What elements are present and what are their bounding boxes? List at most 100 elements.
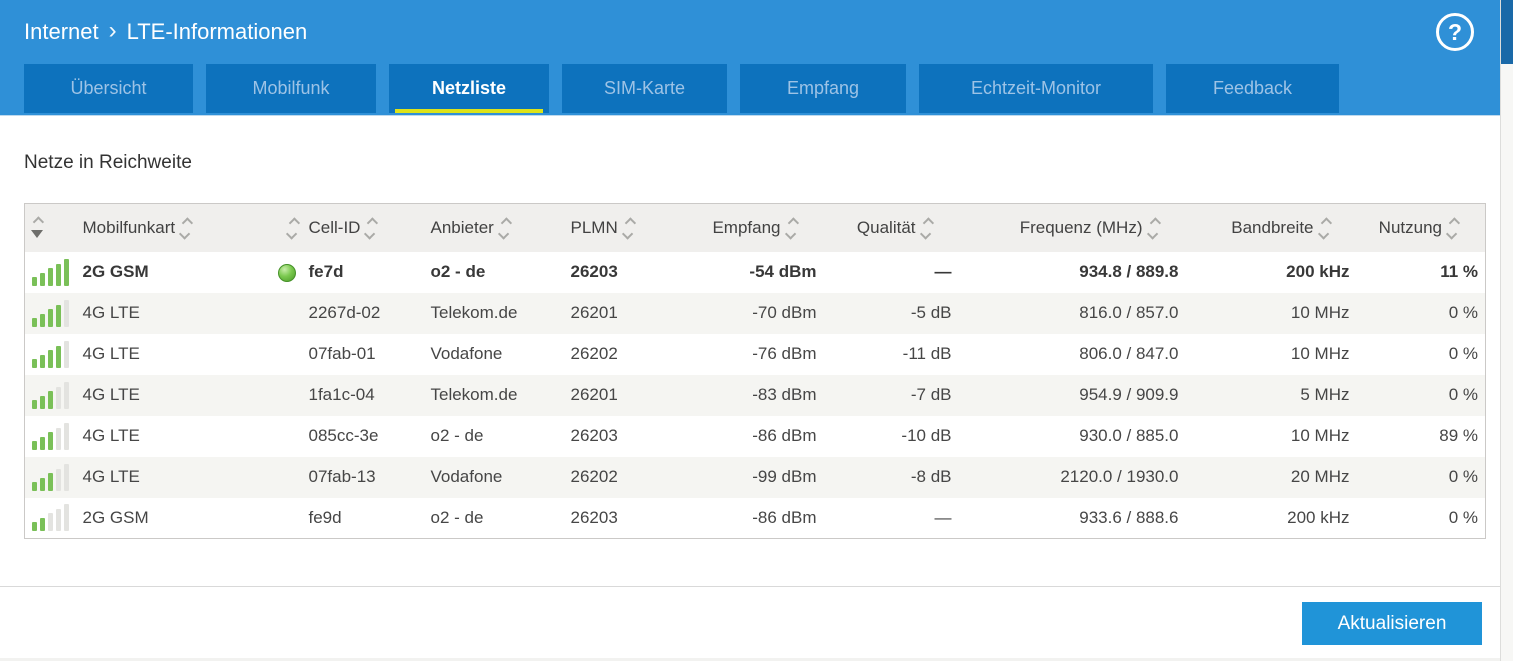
sort-control[interactable] xyxy=(364,217,379,240)
sort-control[interactable] xyxy=(497,217,512,240)
cell-mobilfunkart: 4G LTE xyxy=(82,303,140,322)
cell-frequenz: 806.0 / 847.0 xyxy=(1079,344,1179,363)
cell-anbieter: Telekom.de xyxy=(430,303,518,322)
header-signal[interactable] xyxy=(25,204,77,252)
cell-anbieter: o2 - de xyxy=(430,507,484,527)
header-cell-id[interactable]: Cell-ID xyxy=(303,204,425,252)
signal-strength-icon xyxy=(32,504,69,532)
footer-divider xyxy=(0,586,1500,587)
signal-strength-icon xyxy=(32,340,69,368)
cell-cell_id: fe9d xyxy=(308,507,342,527)
scrollbar-track[interactable] xyxy=(1500,0,1513,661)
tab-feedback[interactable]: Feedback xyxy=(1166,64,1339,113)
cell-frequenz: 954.9 / 909.9 xyxy=(1079,385,1179,404)
tab-empfang[interactable]: Empfang xyxy=(740,64,906,113)
cell-qualitaet: — xyxy=(934,507,952,527)
cell-nutzung: 89 % xyxy=(1439,426,1478,445)
cell-plmn: 26203 xyxy=(570,507,618,527)
cell-empfang: -99 dBm xyxy=(752,467,817,486)
cell-qualitaet: -5 dB xyxy=(910,303,952,322)
header-anbieter[interactable]: Anbieter xyxy=(425,204,565,252)
header-nutzung[interactable]: Nutzung xyxy=(1357,204,1486,252)
cell-signal xyxy=(25,498,77,539)
cell-status xyxy=(267,293,303,334)
table-header-row: Mobilfunkart Cell-ID Anbieter PLMN xyxy=(24,203,1486,252)
cell-qualitaet: -8 dB xyxy=(910,467,952,486)
sort-control[interactable] xyxy=(179,217,194,240)
tab-netzliste[interactable]: Netzliste xyxy=(389,64,549,113)
section-title: Netze in Reichweite xyxy=(24,152,192,173)
cell-plmn: 26202 xyxy=(570,467,618,486)
sort-control[interactable] xyxy=(621,217,636,240)
cell-anbieter: Vodafone xyxy=(430,344,503,363)
cell-mobilfunkart: 2G GSM xyxy=(82,262,149,281)
cell-mobilfunkart: 4G LTE xyxy=(82,385,140,404)
cell-anbieter: o2 - de xyxy=(430,262,486,281)
sort-control[interactable] xyxy=(919,217,934,240)
breadcrumb-row: Internet › LTE-Informationen ? xyxy=(0,0,1500,64)
tab-sim-karte[interactable]: SIM-Karte xyxy=(562,64,727,113)
tab-echtzeit-monitor[interactable]: Echtzeit-Monitor xyxy=(919,64,1153,113)
signal-strength-icon xyxy=(32,381,69,409)
cell-nutzung: 0 % xyxy=(1448,507,1478,527)
cell-cell_id: 07fab-13 xyxy=(308,467,376,486)
cell-cell_id: 2267d-02 xyxy=(308,303,381,322)
breadcrumb-section[interactable]: Internet xyxy=(24,19,99,44)
cell-anbieter: Telekom.de xyxy=(430,385,518,404)
signal-strength-icon xyxy=(32,258,69,286)
cell-bandbreite: 10 MHz xyxy=(1290,426,1350,445)
cell-mobilfunkart: 2G GSM xyxy=(82,507,149,527)
cell-bandbreite: 5 MHz xyxy=(1300,385,1350,404)
cell-frequenz: 930.0 / 885.0 xyxy=(1079,426,1179,445)
cell-status xyxy=(267,457,303,498)
sort-control-signal-active[interactable] xyxy=(31,216,45,238)
cell-plmn: 26203 xyxy=(570,262,618,281)
cell-mobilfunkart: 4G LTE xyxy=(82,426,140,445)
bottom-edge xyxy=(0,658,1500,661)
cell-bandbreite: 20 MHz xyxy=(1290,467,1350,486)
header-status[interactable] xyxy=(267,204,303,252)
table-row: 4G LTE 07fab-13 Vodafone 26202 -99 dBm -8 dB 2… xyxy=(24,456,1486,498)
cell-nutzung: 0 % xyxy=(1448,303,1478,322)
scrollbar-thumb[interactable] xyxy=(1501,0,1513,64)
header-qualitaet[interactable]: Qualität xyxy=(824,204,959,252)
cell-frequenz: 934.8 / 889.8 xyxy=(1079,262,1179,281)
cell-plmn: 26202 xyxy=(570,344,618,363)
header-empfang[interactable]: Empfang xyxy=(683,204,824,252)
sort-control[interactable] xyxy=(1317,217,1332,240)
signal-strength-icon xyxy=(32,299,69,327)
header-plmn[interactable]: PLMN xyxy=(565,204,683,252)
refresh-button[interactable]: Aktualisieren xyxy=(1302,602,1482,645)
sort-control[interactable] xyxy=(1146,217,1161,240)
cell-empfang: -83 dBm xyxy=(752,385,817,404)
tab-uebersicht[interactable]: Übersicht xyxy=(24,64,193,113)
cell-empfang: -86 dBm xyxy=(752,426,817,445)
cell-bandbreite: 10 MHz xyxy=(1290,303,1350,322)
cell-frequenz: 933.6 / 888.6 xyxy=(1079,507,1179,527)
cell-anbieter: o2 - de xyxy=(430,426,484,445)
table-row: 2G GSM fe9d o2 - de 26203 -86 dBm — 933.6 / 88… xyxy=(24,497,1486,539)
sort-control[interactable] xyxy=(784,217,799,240)
header-frequenz[interactable]: Frequenz (MHz) xyxy=(959,204,1186,252)
cell-nutzung: 11 % xyxy=(1440,262,1478,281)
sort-control[interactable] xyxy=(285,217,300,240)
cell-cell_id: 1fa1c-04 xyxy=(308,385,375,404)
cell-bandbreite: 200 kHz xyxy=(1287,507,1350,527)
cell-status xyxy=(267,498,303,539)
signal-strength-icon xyxy=(32,422,69,450)
header-mobilfunkart[interactable]: Mobilfunkart xyxy=(77,204,267,252)
cell-status xyxy=(267,375,303,416)
cell-empfang: -54 dBm xyxy=(749,262,817,281)
cell-signal xyxy=(25,293,77,334)
tab-mobilfunk[interactable]: Mobilfunk xyxy=(206,64,376,113)
cell-anbieter: Vodafone xyxy=(430,467,503,486)
tab-bar: Übersicht Mobilfunk Netzliste SIM-Karte … xyxy=(0,64,1500,114)
table-row: 4G LTE 1fa1c-04 Telekom.de 26201 -83 dBm -7 d… xyxy=(24,374,1486,416)
sort-control[interactable] xyxy=(1445,217,1461,240)
cell-signal xyxy=(25,334,77,375)
help-icon[interactable]: ? xyxy=(1436,13,1474,51)
header-bandbreite[interactable]: Bandbreite xyxy=(1186,204,1357,252)
content-area: Netze in Reichweite Mobilfunkart xyxy=(0,116,1500,539)
cell-mobilfunkart: 4G LTE xyxy=(82,344,140,363)
